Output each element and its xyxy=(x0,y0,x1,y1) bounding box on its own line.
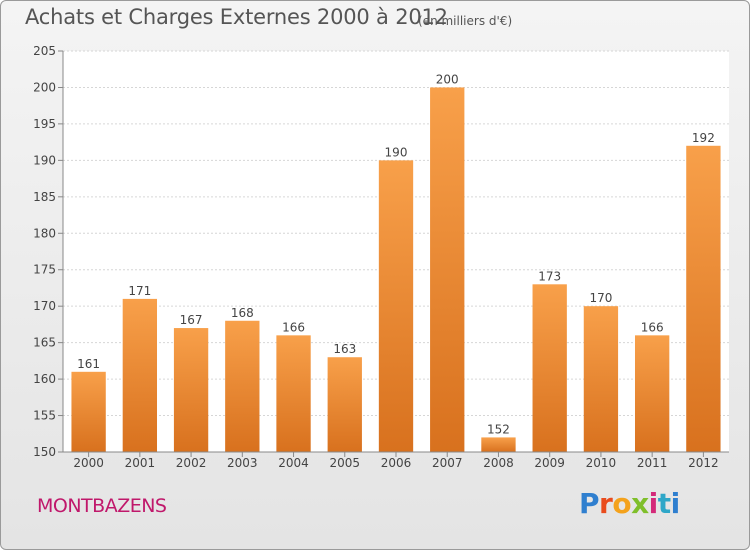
bar-2004 xyxy=(276,335,311,452)
bar-value-label: 173 xyxy=(538,269,561,283)
x-tick-label: 2002 xyxy=(176,456,207,470)
bar-2012 xyxy=(686,145,721,453)
y-tick-label: 150 xyxy=(33,445,56,459)
y-tick-label: 175 xyxy=(33,263,56,277)
y-tick-label: 165 xyxy=(33,336,56,350)
bar-2006 xyxy=(378,160,414,452)
bar-value-label: 167 xyxy=(180,313,203,327)
bar-2005 xyxy=(327,357,362,452)
proxiti-logo: Proxiti xyxy=(579,487,680,520)
bars: 161 171 167 168 166 163 190 200 152 173 170 166 192 xyxy=(71,72,721,453)
y-tick-label: 180 xyxy=(33,226,56,240)
x-tick-label: 2011 xyxy=(637,456,668,470)
bar-2007 xyxy=(430,87,465,453)
bar-2001 xyxy=(122,298,158,452)
x-tick-label: 2004 xyxy=(278,456,309,470)
bar-2003 xyxy=(225,320,260,452)
bar-2011 xyxy=(634,335,670,452)
bar-2009 xyxy=(532,284,567,452)
bar-value-label: 192 xyxy=(692,131,715,145)
y-axis: 150 155 160 165 170 175 180 185 190 195 200 205 xyxy=(33,44,64,459)
y-tick-label: 200 xyxy=(33,80,56,94)
x-axis: 2000 2001 2002 2003 2004 2005 2006 2007 2008 2009… xyxy=(63,451,729,470)
bar-value-label: 168 xyxy=(231,306,254,320)
bar-2010 xyxy=(583,306,619,452)
bar-2002 xyxy=(173,328,209,452)
x-tick-label: 2012 xyxy=(688,456,719,470)
chart-subtitle: (en milliers d'€) xyxy=(418,14,513,28)
y-tick-label: 195 xyxy=(33,117,56,131)
logo-letter: x xyxy=(631,487,649,520)
logo-letter: o xyxy=(612,487,632,520)
y-tick-label: 160 xyxy=(33,372,56,386)
logo-letter: i xyxy=(670,487,681,520)
x-tick-label: 2003 xyxy=(227,456,258,470)
bar-value-label: 161 xyxy=(77,357,100,371)
logo-letter: r xyxy=(599,487,613,520)
x-tick-label: 2006 xyxy=(381,456,412,470)
bar-value-label: 166 xyxy=(641,320,664,334)
y-tick-label: 205 xyxy=(33,44,56,58)
y-tick-label: 190 xyxy=(33,153,56,167)
bar-value-label: 200 xyxy=(436,72,459,86)
x-tick-label: 2005 xyxy=(329,456,360,470)
logo-letter: i xyxy=(648,487,659,520)
x-tick-label: 2008 xyxy=(483,456,514,470)
bar-value-label: 166 xyxy=(282,320,305,334)
chart-title: Achats et Charges Externes 2000 à 2012 xyxy=(25,5,448,29)
bar-2000 xyxy=(71,371,106,452)
logo-letter: t xyxy=(657,487,671,520)
bar-value-label: 170 xyxy=(589,291,612,305)
bar-value-label: 163 xyxy=(333,342,356,356)
bar-value-label: 171 xyxy=(128,284,151,298)
x-tick-label: 2010 xyxy=(586,456,617,470)
y-tick-label: 170 xyxy=(33,299,56,313)
x-tick-label: 2000 xyxy=(73,456,104,470)
y-tick-label: 185 xyxy=(33,190,56,204)
location-label: MONTBAZENS xyxy=(37,495,167,517)
logo-letter: P xyxy=(579,487,600,520)
x-tick-label: 2007 xyxy=(432,456,463,470)
bar-2008 xyxy=(481,437,516,452)
y-tick-label: 155 xyxy=(33,409,56,423)
x-tick-label: 2009 xyxy=(534,456,565,470)
x-tick-label: 2001 xyxy=(125,456,156,470)
bar-value-label: 152 xyxy=(487,422,510,436)
bar-value-label: 190 xyxy=(385,145,408,159)
